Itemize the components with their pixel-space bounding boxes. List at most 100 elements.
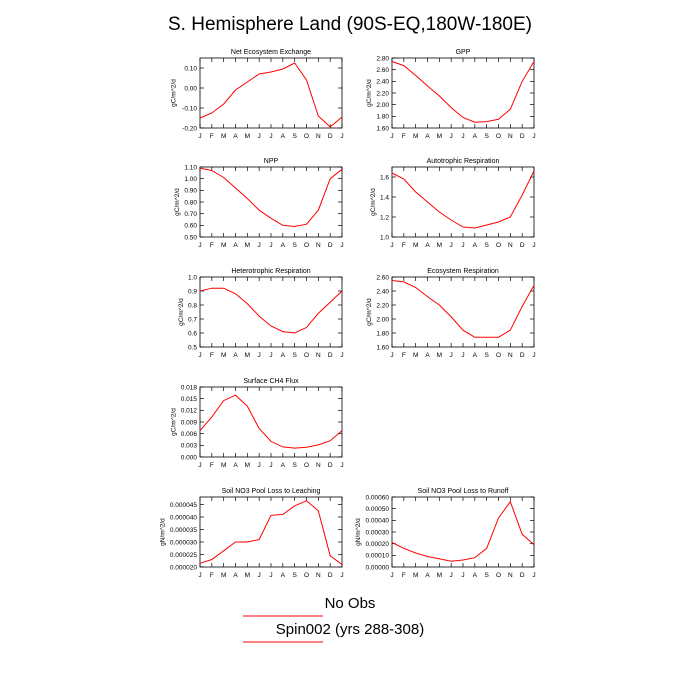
x-tick-label: M xyxy=(221,133,226,140)
x-tick-label: A xyxy=(281,133,286,140)
x-tick-label: M xyxy=(413,133,418,140)
y-tick-label: 0.6 xyxy=(188,330,197,337)
x-tick-label: O xyxy=(304,352,309,359)
x-tick-label: J xyxy=(450,133,453,140)
panel-title: Heterotrophic Respiration xyxy=(231,268,310,275)
x-tick-label: J xyxy=(461,242,464,249)
y-axis-label: gC/m^2/d xyxy=(366,79,373,107)
series-line xyxy=(199,167,343,228)
series-line xyxy=(199,62,343,128)
panel-0: Net Ecosystem Exchange 0.10 0.00 -0.10 -0.20… xyxy=(171,49,344,140)
x-tick-label: J xyxy=(340,572,343,579)
y-tick-label: 0.60 xyxy=(184,223,197,230)
y-tick-label: 0.00000 xyxy=(366,564,390,571)
x-tick-label: N xyxy=(316,462,321,469)
panel-2: NPP 1.10 1.00 0.90 0.80 0.70 0.60 0.50 gC/m^2/d J… xyxy=(174,158,343,249)
x-tick-label: J xyxy=(340,352,343,359)
y-tick-label: 0.00050 xyxy=(366,506,390,513)
y-tick-label: 0.000 xyxy=(181,454,198,461)
x-tick-label: O xyxy=(496,352,501,359)
x-tick-label: J xyxy=(269,572,272,579)
y-tick-label: 1.00 xyxy=(184,176,197,183)
y-tick-label: 0.000040 xyxy=(170,514,197,521)
x-tick-label: N xyxy=(508,352,513,359)
series-line xyxy=(199,287,343,334)
panel-3: Autotrophic Respiration 1.6 1.4 1.2 1.0 gC/m^… xyxy=(370,158,536,249)
x-tick-label: F xyxy=(402,242,406,249)
x-tick-label: M xyxy=(437,572,442,579)
y-tick-label: 1.60 xyxy=(376,125,389,132)
x-tick-label: S xyxy=(484,242,489,249)
y-tick-label: 0.00010 xyxy=(366,553,390,560)
x-tick-label: M xyxy=(245,462,250,469)
x-tick-label: J xyxy=(198,572,201,579)
legend-model-label: Spin002 (yrs 288-308) xyxy=(275,621,425,638)
x-tick-label: A xyxy=(281,572,286,579)
x-tick-label: O xyxy=(496,133,501,140)
x-tick-label: M xyxy=(437,242,442,249)
x-tick-label: J xyxy=(461,352,464,359)
y-axis-label: gN/m^2/d xyxy=(355,518,362,546)
x-tick-label: J xyxy=(340,462,343,469)
x-tick-label: M xyxy=(245,133,250,140)
x-tick-label: S xyxy=(484,572,489,579)
y-axis-label: gN/m^2/d xyxy=(159,518,166,546)
plot-frame xyxy=(199,496,343,568)
x-tick-label: S xyxy=(292,242,297,249)
series-line xyxy=(391,280,535,338)
x-tick-label: S xyxy=(484,133,489,140)
y-tick-label: 1.0 xyxy=(188,274,197,281)
plot-frame xyxy=(199,166,343,238)
plot-frame xyxy=(199,57,343,129)
x-tick-label: F xyxy=(210,462,214,469)
x-tick-label: J xyxy=(532,242,535,249)
panel-grid: Net Ecosystem Exchange 0.10 0.00 -0.10 -0.20… xyxy=(159,49,535,579)
x-tick-label: F xyxy=(210,133,214,140)
x-tick-label: D xyxy=(520,242,525,249)
x-tick-label: D xyxy=(328,242,333,249)
panel-5: Ecosystem Respiration 2.60 2.40 2.20 2.00 1.8… xyxy=(366,268,535,359)
x-tick-label: J xyxy=(258,352,261,359)
x-tick-label: J xyxy=(269,242,272,249)
x-tick-label: A xyxy=(233,462,238,469)
x-tick-label: M xyxy=(437,352,442,359)
y-tick-label: 2.40 xyxy=(376,79,389,86)
panel-1: GPP 2.80 2.60 2.40 2.20 2.00 1.80 1.60 gC/m^2/d J… xyxy=(366,49,535,140)
x-tick-label: M xyxy=(413,572,418,579)
y-tick-label: 0.000035 xyxy=(170,527,197,534)
x-tick-label: S xyxy=(292,572,297,579)
y-tick-label: 0.9 xyxy=(188,288,197,295)
plot-frame xyxy=(391,276,535,348)
series-line xyxy=(391,500,535,562)
x-tick-label: D xyxy=(328,133,333,140)
y-tick-label: 0.90 xyxy=(184,188,197,195)
panel-title: Soil NO3 Pool Loss to Runoff xyxy=(418,488,509,495)
x-tick-label: M xyxy=(221,242,226,249)
x-tick-label: A xyxy=(425,133,430,140)
x-tick-label: N xyxy=(508,242,513,249)
y-tick-label: 0.00030 xyxy=(366,529,390,536)
x-tick-label: S xyxy=(292,352,297,359)
plot-frame xyxy=(199,386,343,458)
y-tick-label: 2.20 xyxy=(376,302,389,309)
x-tick-label: M xyxy=(245,572,250,579)
y-tick-label: 0.8 xyxy=(188,302,197,309)
x-tick-label: M xyxy=(245,352,250,359)
y-tick-label: -0.20 xyxy=(182,125,197,132)
x-tick-label: N xyxy=(316,133,321,140)
x-tick-label: N xyxy=(316,572,321,579)
x-tick-label: O xyxy=(304,133,309,140)
y-tick-label: 0.000025 xyxy=(170,552,197,559)
panel-title: Ecosystem Respiration xyxy=(427,268,499,275)
y-tick-label: 0.10 xyxy=(184,65,197,72)
y-tick-label: 0.000030 xyxy=(170,539,197,546)
y-tick-label: 2.00 xyxy=(376,316,389,323)
x-tick-label: F xyxy=(402,133,406,140)
x-tick-label: A xyxy=(233,572,238,579)
x-tick-label: J xyxy=(450,242,453,249)
panel-8: Soil NO3 Pool Loss to Leaching 0.000045 0.… xyxy=(159,488,343,579)
y-tick-label: 0.00060 xyxy=(366,494,390,501)
series-line xyxy=(391,61,535,123)
y-axis-label: gC/m^2/d xyxy=(171,79,178,107)
y-tick-label: 2.20 xyxy=(376,90,389,97)
